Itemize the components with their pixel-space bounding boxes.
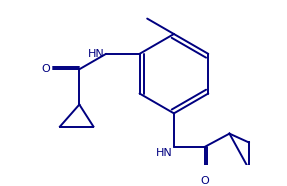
Text: HN: HN: [88, 49, 104, 59]
Text: O: O: [200, 176, 209, 186]
Text: HN: HN: [155, 148, 172, 158]
Text: O: O: [42, 64, 50, 74]
